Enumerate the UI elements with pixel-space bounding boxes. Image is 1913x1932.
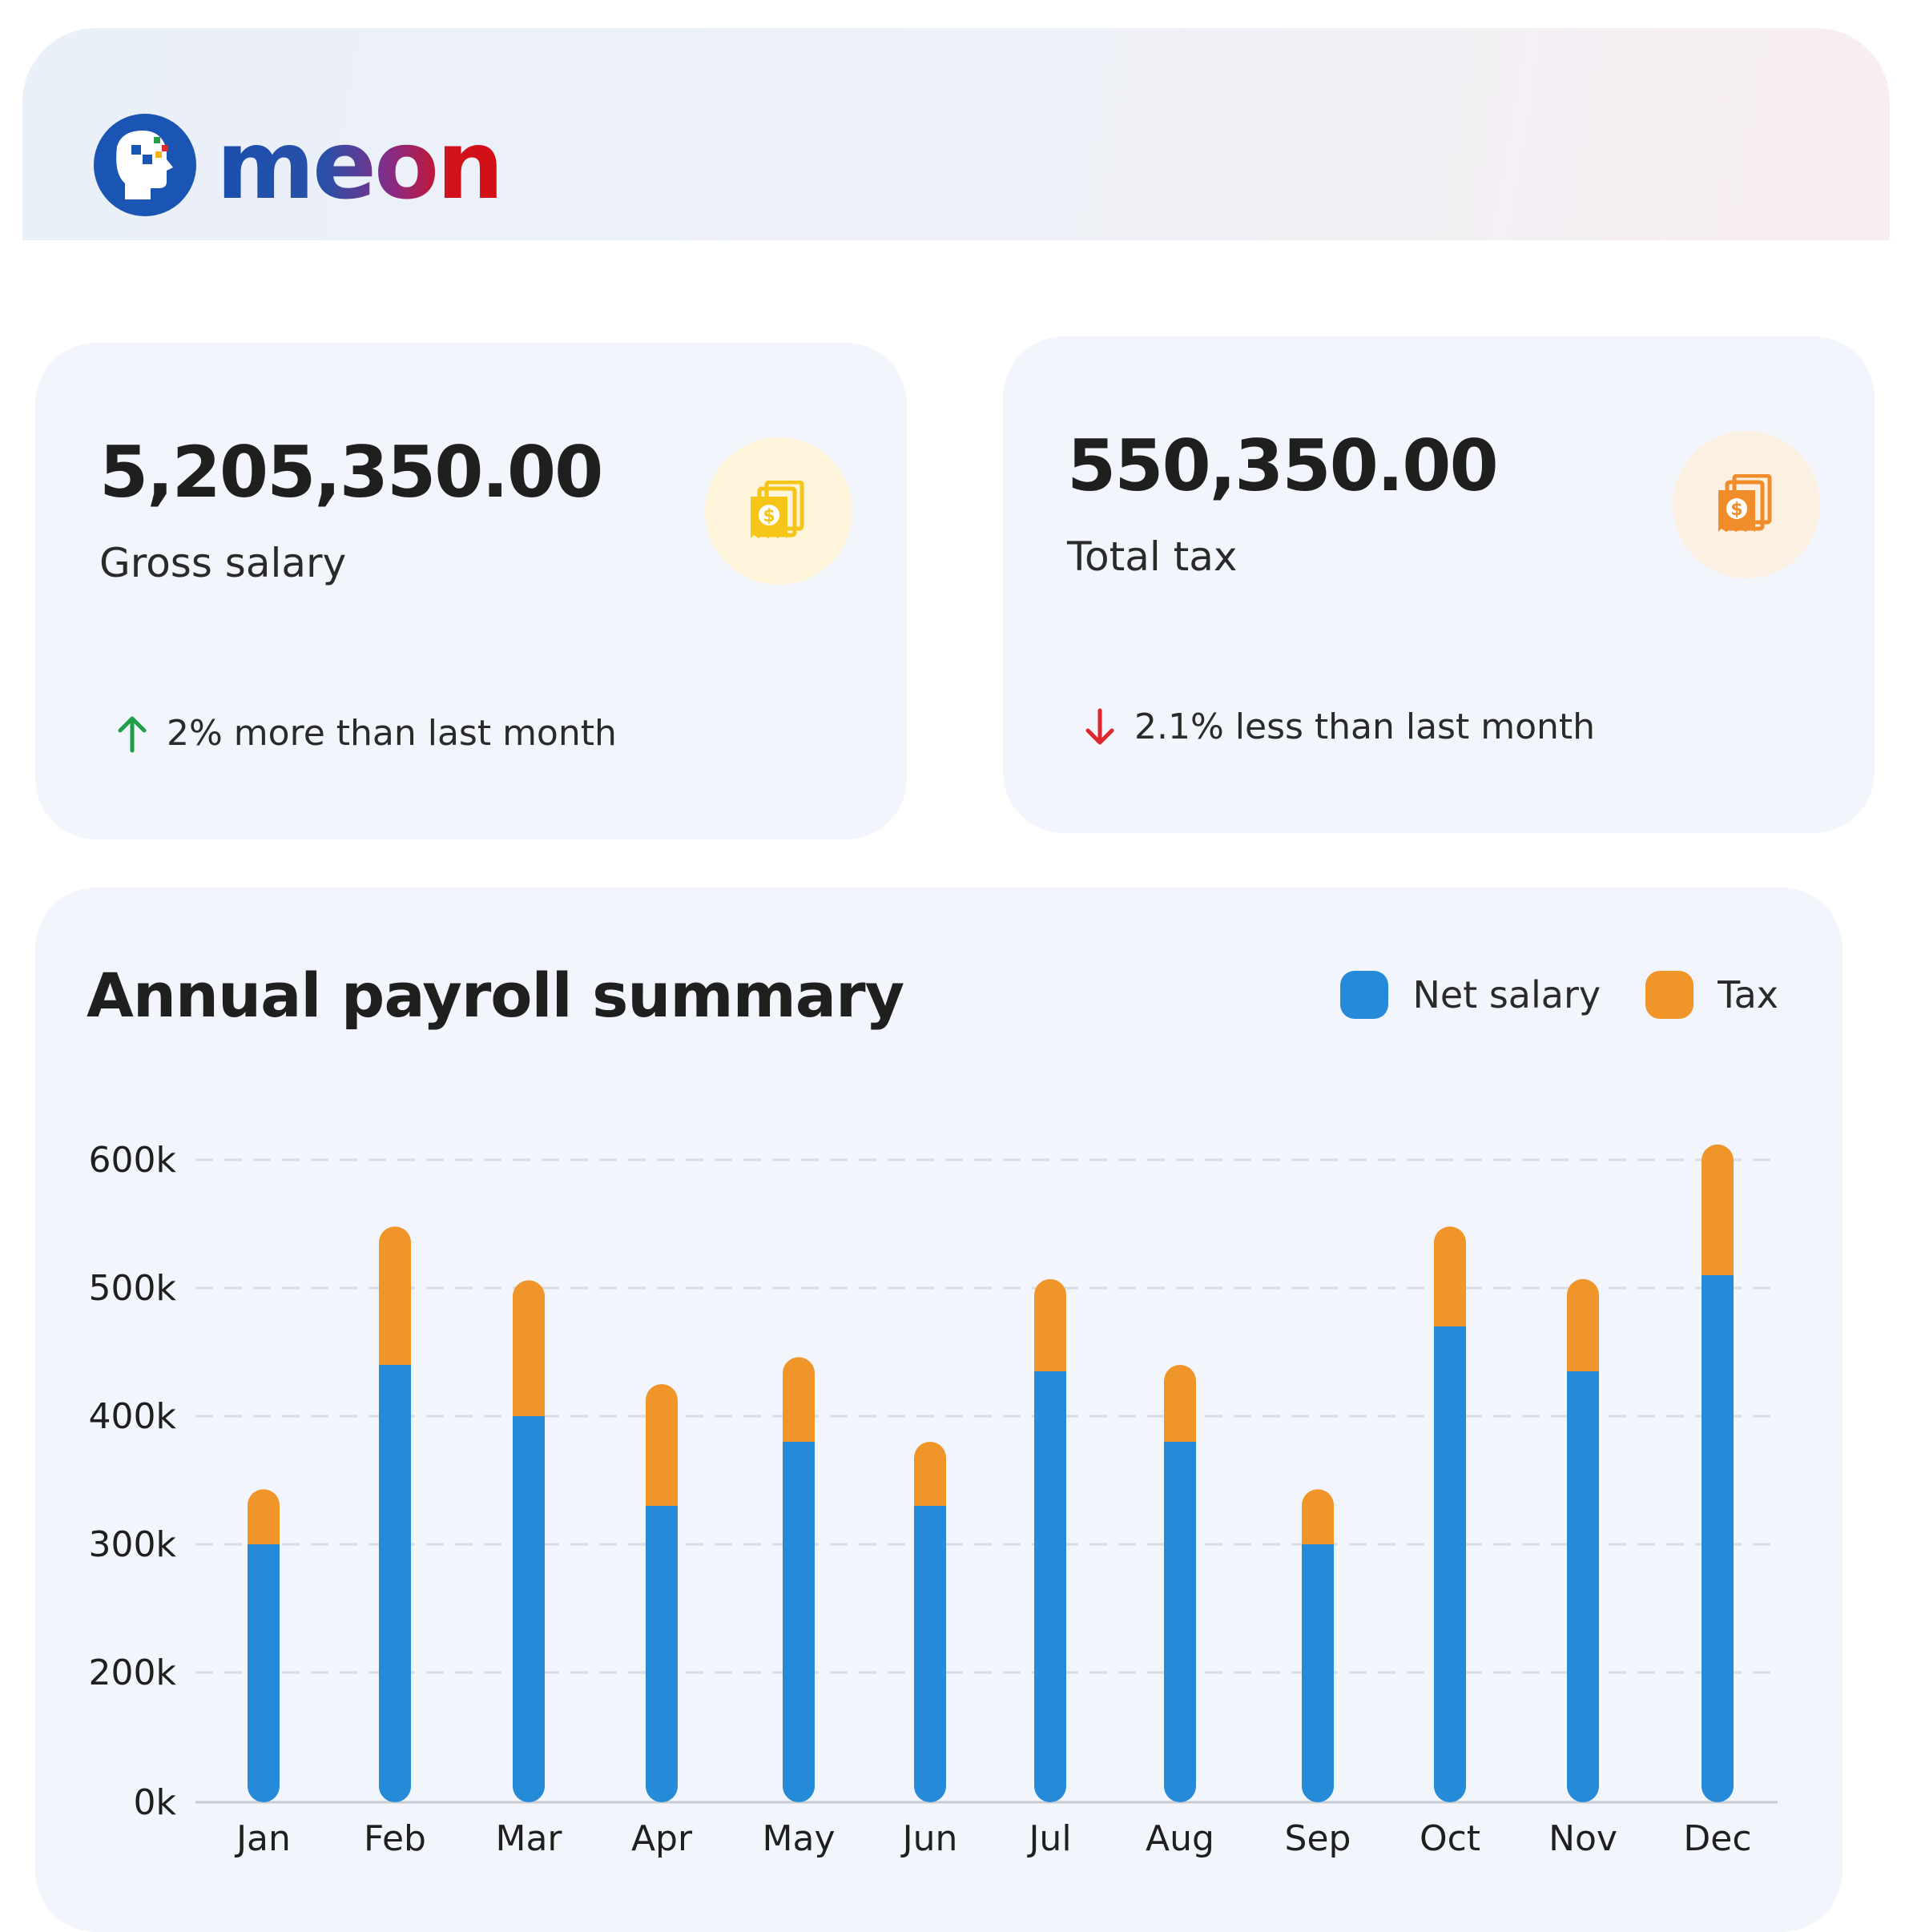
brand-wordmark: meon: [216, 110, 504, 220]
x-tick-label: Aug: [1146, 1818, 1214, 1859]
svg-text:$: $: [763, 506, 775, 526]
y-tick-label: 500k: [89, 1268, 177, 1309]
total-tax-trend-text: 2.1% less than last month: [1134, 706, 1596, 747]
x-tick-label: Mar: [495, 1818, 562, 1859]
annual-payroll-chart: 0k 200k 300k 400k 500k 600k Jan Feb Mar Apr May Jun…: [89, 1140, 1778, 1859]
y-tick-label: 200k: [89, 1652, 177, 1693]
gross-salary-card[interactable]: 5,205,350.00 Gross salary $ 2% more than…: [35, 343, 907, 839]
y-tick-label: 300k: [89, 1524, 177, 1565]
bar-tax-apr: [646, 1384, 678, 1506]
gross-salary-trend: 2% more than last month: [115, 713, 617, 754]
bar-tax-jan: [248, 1489, 280, 1544]
brand-logo[interactable]: meon: [93, 110, 504, 220]
bar-tax-nov: [1567, 1278, 1599, 1371]
x-tick-label: May: [763, 1818, 836, 1859]
y-tick-label: 400k: [89, 1396, 177, 1437]
bar-net-salary-jun: [914, 1506, 946, 1802]
x-tick-label: Jan: [234, 1818, 291, 1859]
arrow-up-icon: [118, 716, 147, 752]
total-tax-card[interactable]: 550,350.00 Total tax $ 2.1% less than la…: [1003, 336, 1875, 833]
legend-swatch-net-salary: [1340, 971, 1389, 1019]
arrow-down-icon: [1085, 708, 1114, 744]
y-tick-label: 0k: [134, 1782, 177, 1823]
bar-net-salary-apr: [646, 1506, 678, 1802]
money-receipt-icon: $: [1673, 431, 1820, 578]
gross-salary-trend-text: 2% more than last month: [167, 713, 617, 754]
bar-net-salary-aug: [1164, 1442, 1196, 1802]
x-tick-label: Feb: [364, 1818, 426, 1859]
bar-tax-feb: [379, 1226, 411, 1365]
bar-net-salary-jan: [248, 1544, 280, 1802]
x-tick-label: Jun: [900, 1818, 958, 1859]
bar-net-salary-sep: [1302, 1544, 1334, 1802]
legend-item-tax[interactable]: Tax: [1645, 971, 1778, 1019]
bar-tax-oct: [1434, 1226, 1466, 1326]
legend-label-net-salary: Net salary: [1412, 973, 1601, 1016]
bar-net-salary-may: [783, 1442, 815, 1802]
meon-logo-icon: [94, 114, 196, 216]
gross-salary-value: 5,205,350.00: [99, 431, 603, 513]
x-tick-label: Dec: [1683, 1818, 1751, 1859]
bar-tax-sep: [1302, 1489, 1334, 1544]
header-banner: meon: [22, 28, 1890, 240]
x-tick-label: Jul: [1026, 1818, 1071, 1859]
legend-label-tax: Tax: [1718, 973, 1778, 1016]
legend-item-net-salary[interactable]: Net salary: [1340, 971, 1601, 1019]
x-tick-label: Sep: [1285, 1818, 1351, 1859]
bar-net-salary-dec: [1702, 1275, 1734, 1802]
x-tick-label: Apr: [631, 1818, 693, 1859]
gross-salary-label: Gross salary: [99, 540, 347, 586]
x-tick-label: Oct: [1420, 1818, 1480, 1859]
bar-tax-jul: [1034, 1278, 1066, 1371]
annual-payroll-chart-card: 0k 200k 300k 400k 500k 600k Jan Feb Mar Apr May Jun…: [35, 888, 1843, 1932]
bar-net-salary-nov: [1567, 1371, 1599, 1802]
y-tick-label: 600k: [89, 1140, 177, 1181]
bar-net-salary-oct: [1434, 1326, 1466, 1802]
total-tax-value: 550,350.00: [1067, 425, 1499, 507]
chart-title: Annual payroll summary: [87, 960, 904, 1031]
svg-text:$: $: [1730, 500, 1742, 520]
bar-tax-aug: [1164, 1365, 1196, 1442]
total-tax-label: Total tax: [1067, 533, 1238, 580]
chart-legend: Net salary Tax: [1295, 971, 1778, 1019]
legend-swatch-tax: [1645, 971, 1694, 1019]
total-tax-trend: 2.1% less than last month: [1083, 706, 1595, 747]
money-receipt-icon: $: [705, 437, 852, 585]
x-tick-label: Nov: [1549, 1818, 1617, 1859]
bar-tax-may: [783, 1357, 815, 1442]
bar-tax-mar: [513, 1280, 545, 1416]
bar-net-salary-jul: [1034, 1371, 1066, 1802]
bar-tax-dec: [1702, 1144, 1734, 1275]
bar-net-salary-mar: [513, 1416, 545, 1802]
bar-tax-jun: [914, 1442, 946, 1506]
bar-net-salary-feb: [379, 1365, 411, 1802]
